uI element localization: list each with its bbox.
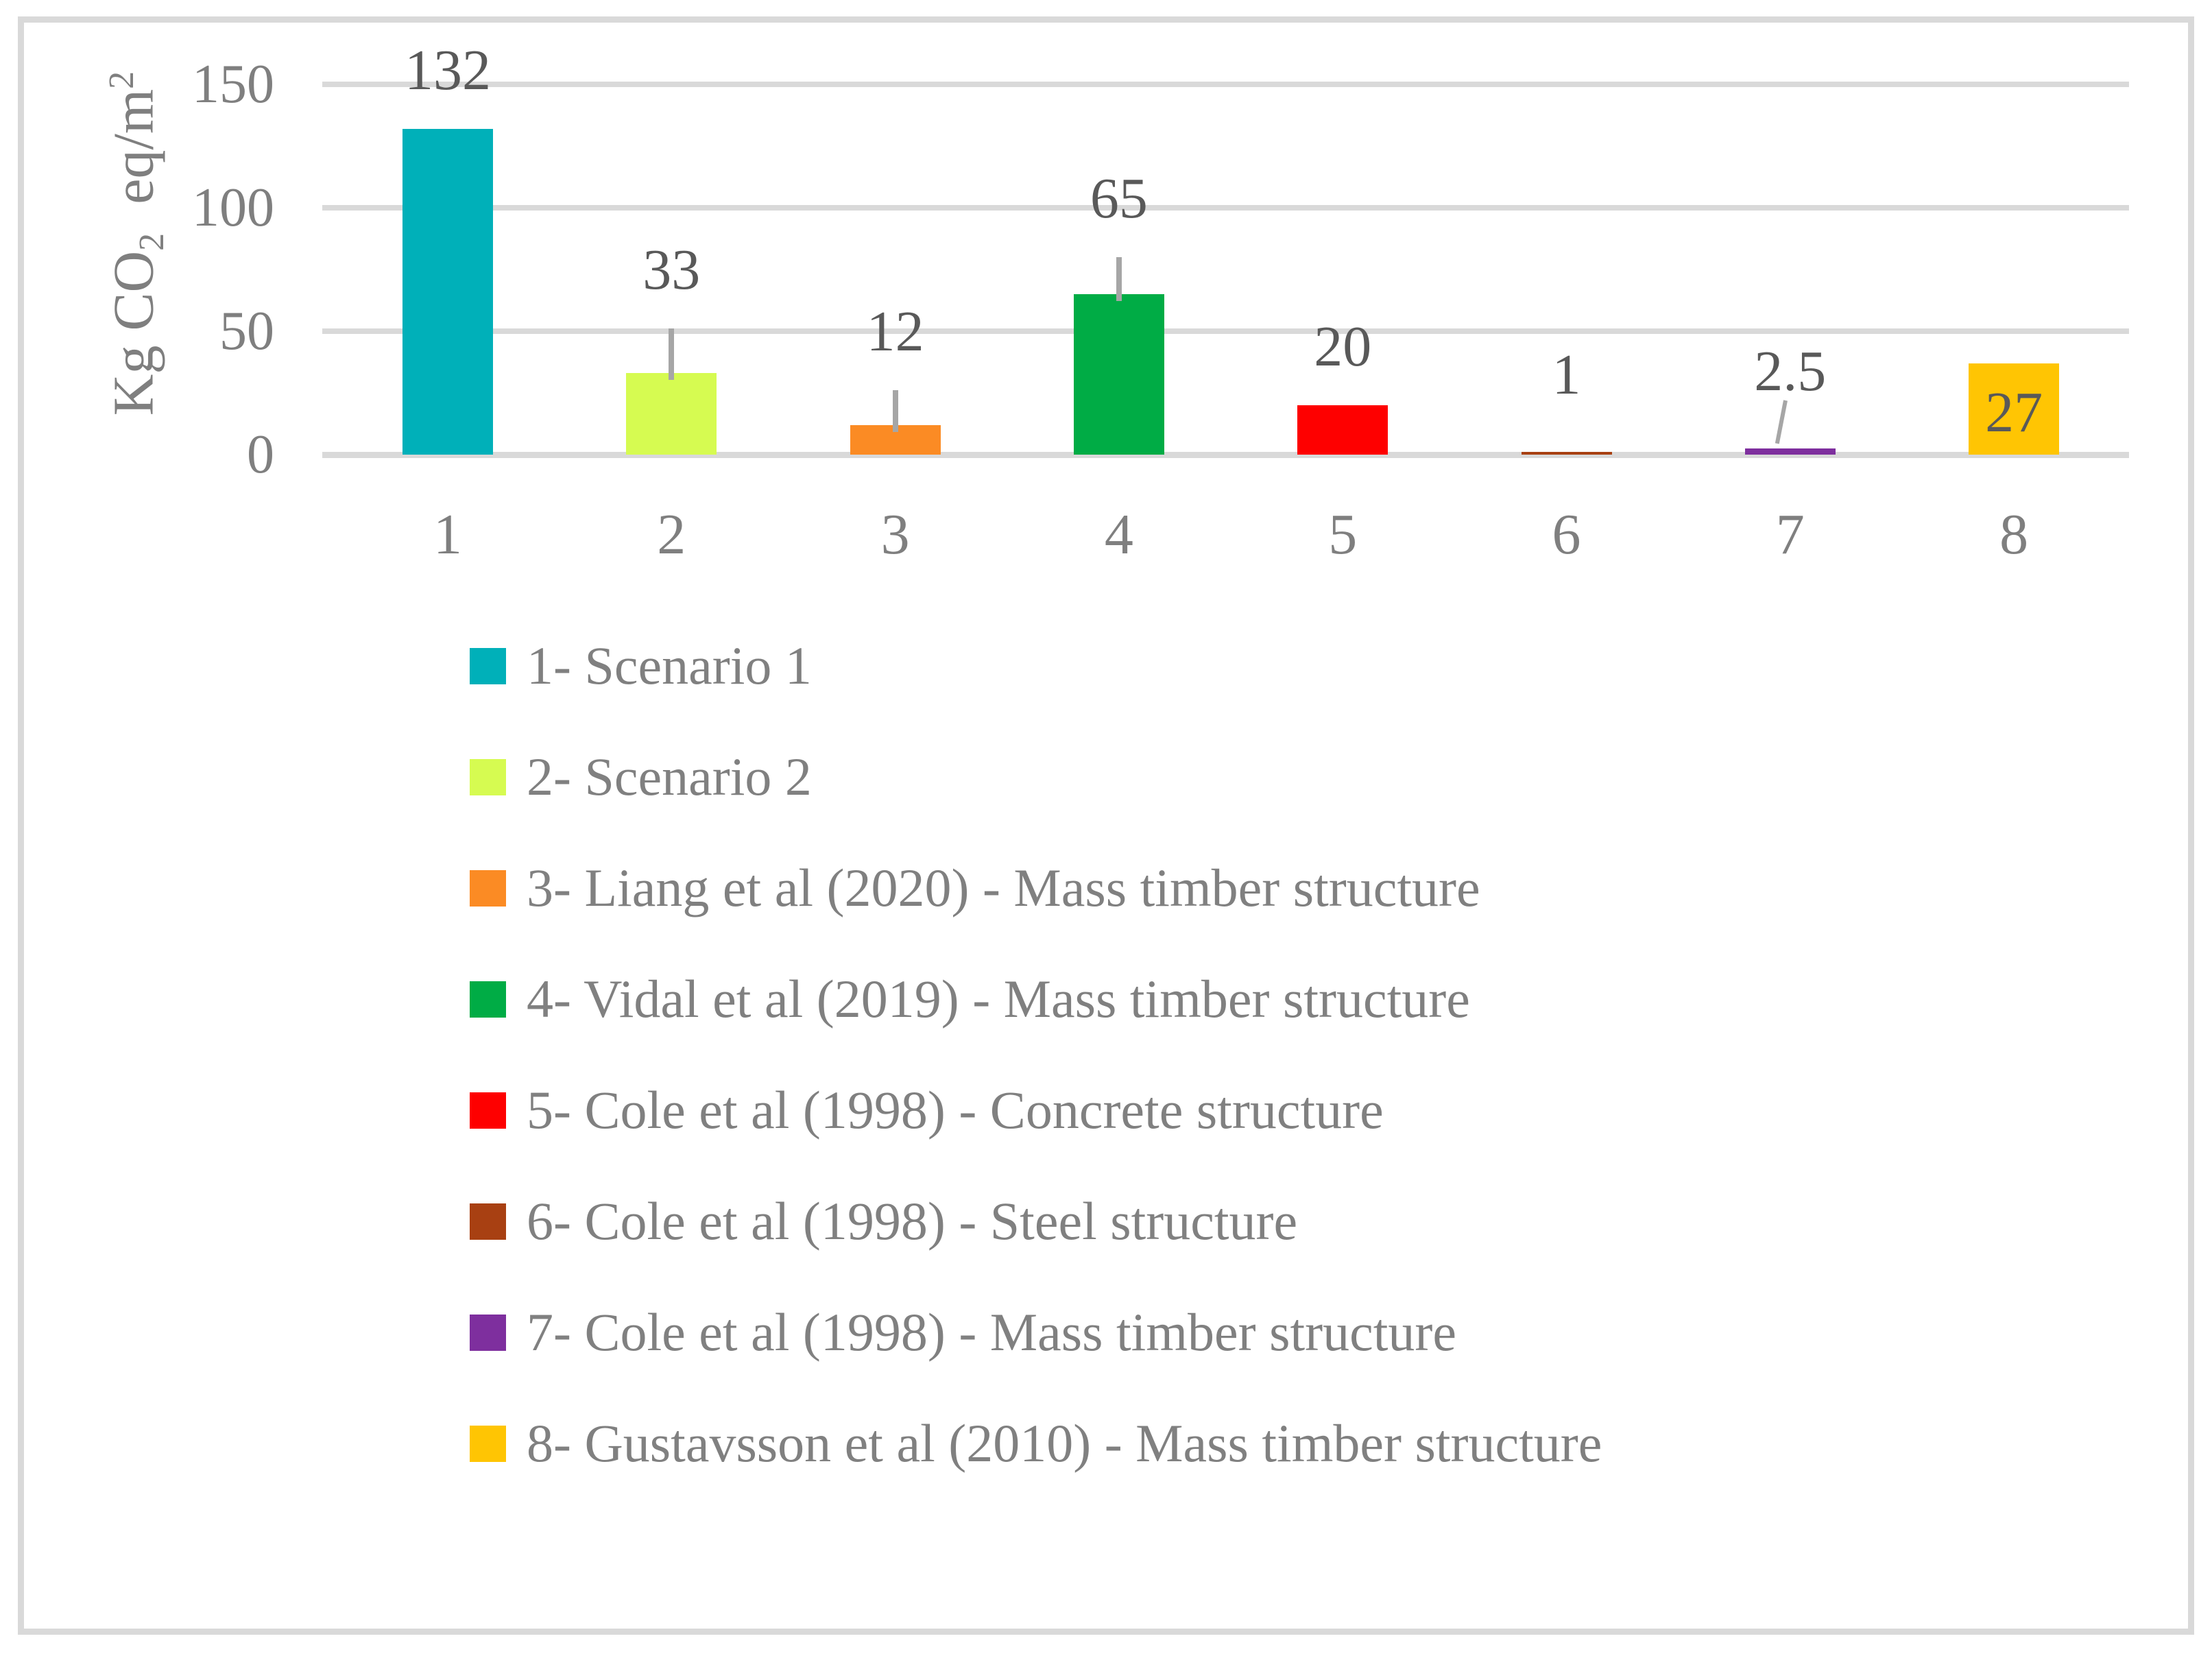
bar-8 [1969,363,2060,455]
legend-item-label-2: 2- Scenario 2 [527,747,812,806]
x-tick-label-3: 3 [880,503,910,566]
y-tick-label-100: 100 [192,178,274,238]
y-axis-title-subscript: 2 [132,232,172,251]
legend-swatch-3 [470,869,506,907]
legend-swatch-1 [470,647,506,684]
value-label-7: 2.5 [1754,339,1827,403]
legend-item-label-3: 3- Liang et al (2020) - Mass timber stru… [527,858,1480,917]
legend-swatch-2 [470,758,506,795]
y-tick-label-0: 0 [247,424,274,485]
value-label-8: 27 [1985,380,2043,444]
y-tick-label-50: 50 [219,301,274,361]
bar-7 [1744,448,1836,455]
bar-5 [1297,405,1388,455]
x-tick-label-4: 4 [1104,503,1133,566]
value-label-6: 1 [1552,343,1581,407]
legend-item-label-8: 8- Gustavsson et al (2010) - Mass timber… [527,1413,1602,1473]
x-tick-label-7: 7 [1775,503,1805,566]
bar-1 [402,128,493,455]
error-bar-2 [669,328,675,381]
value-label-3: 12 [866,300,924,364]
legend-swatch-6 [470,1203,506,1240]
x-tick-label-5: 5 [1328,503,1358,566]
gridline-y100 [322,205,2129,211]
legend-item-label-6: 6- Cole et al (1998) - Steel structure [527,1191,1298,1251]
bar-6 [1521,452,1612,455]
y-tick-label-150: 150 [192,54,274,115]
gridline-y50 [322,328,2129,334]
x-axis-line [322,452,2129,458]
legend-swatch-7 [470,1314,506,1351]
legend-swatch-5 [470,1092,506,1129]
value-label-1: 132 [405,38,491,102]
bar-4 [1073,294,1164,455]
x-tick-label-6: 6 [1552,503,1581,566]
gridline-y150 [322,82,2129,87]
y-axis-title: Kg CO2 eq/m2 [93,71,181,416]
legend-item-label-4: 4- Vidal et al (2019) - Mass timber stru… [527,969,1470,1029]
x-tick-label-2: 2 [657,503,686,566]
error-bar-3 [892,390,898,432]
bar-2 [626,373,717,455]
error-bar-4 [1116,257,1122,301]
chart-frame [18,16,2194,1635]
x-tick-label-1: 1 [433,503,462,566]
legend-item-label-1: 1- Scenario 1 [527,636,812,695]
legend-item-label-5: 5- Cole et al (1998) - Concrete structur… [527,1080,1384,1140]
legend-swatch-4 [470,981,506,1018]
value-label-4: 65 [1090,167,1148,230]
legend-swatch-8 [470,1425,506,1462]
legend-item-label-7: 7- Cole et al (1998) - Mass timber struc… [527,1302,1456,1362]
value-label-2: 33 [642,238,701,302]
value-label-5: 20 [1314,315,1372,379]
x-tick-label-8: 8 [1999,503,2029,566]
